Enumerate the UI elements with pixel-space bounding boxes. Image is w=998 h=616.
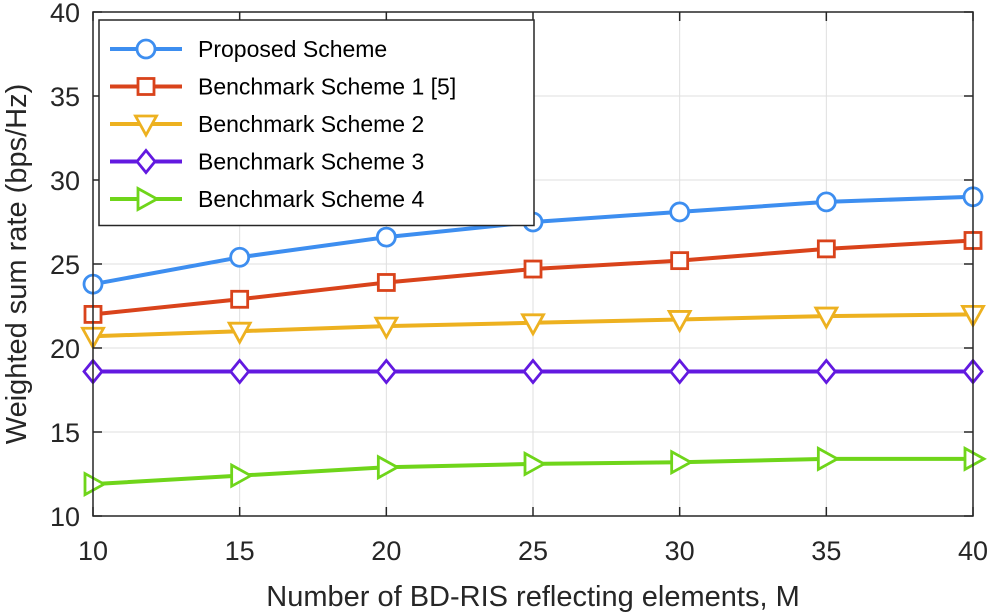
data-point [523,259,543,279]
x-axis-label: Number of BD-RIS reflecting elements, M [266,581,799,613]
data-point [375,226,397,248]
x-tick-label: 15 [225,536,255,566]
legend-label: Benchmark Scheme 1 [5] [198,74,456,100]
x-tick-label: 25 [518,536,548,566]
x-tick-label: 35 [811,536,841,566]
legend-marker [133,114,159,138]
y-tick-label: 10 [50,502,80,532]
legend-marker [136,186,160,212]
data-point [963,446,987,472]
data-point [670,449,694,476]
data-point [83,471,107,497]
data-point [230,462,254,489]
data-point [376,273,396,292]
legend-marker [135,38,157,60]
legend-item: Proposed Scheme [110,36,387,62]
series-5 [83,446,987,497]
legend-marker [136,77,156,96]
y-tick-label: 30 [50,166,80,196]
data-point [670,251,690,271]
x-tick-label: 40 [958,536,988,566]
data-point [815,358,838,385]
legend-label: Benchmark Scheme 3 [198,149,424,175]
series-3 [80,304,986,351]
data-point [522,358,544,385]
data-point [813,306,840,330]
data-point [816,446,841,472]
data-point [815,191,837,213]
ticks: 10 15 20 25 30 35 40 10 15 20 25 30 35 40 [50,0,988,566]
data-point [520,313,546,337]
legend-label: Benchmark Scheme 2 [198,111,424,137]
y-tick-label: 35 [50,82,80,112]
x-tick-label: 30 [665,536,695,566]
legend-item: Benchmark Scheme 2 [110,111,424,138]
legend-item: Benchmark Scheme 3 [110,148,424,175]
legend-item: Benchmark Scheme 4 [110,186,424,212]
y-tick-label: 20 [50,334,80,364]
data-point [666,310,693,334]
data-point [228,358,251,385]
data-point [669,201,691,223]
data-point [375,358,398,385]
legend-label: Proposed Scheme [198,36,387,62]
x-tick-label: 20 [371,536,401,566]
legend-marker [135,148,157,175]
series-4 [82,358,984,385]
y-tick-label: 15 [50,418,80,448]
data-point [523,451,547,477]
x-tick-label: 10 [78,536,108,566]
data-point [376,454,401,481]
data-point [226,321,253,346]
y-axis-label: Weighted sum rate (bps/Hz) [1,84,33,445]
legend: Proposed Scheme Benchmark Scheme 1 [5] Ben… [98,19,535,227]
data-point [230,289,250,309]
series-2 [83,231,983,324]
data-point [373,316,400,341]
data-point [816,239,836,259]
data-point [229,246,251,268]
data-point [668,358,691,385]
legend-item: Benchmark Scheme 1 [5] [110,74,456,100]
legend-label: Benchmark Scheme 4 [198,186,424,212]
y-tick-label: 25 [50,250,80,280]
y-tick-label: 40 [50,0,80,28]
